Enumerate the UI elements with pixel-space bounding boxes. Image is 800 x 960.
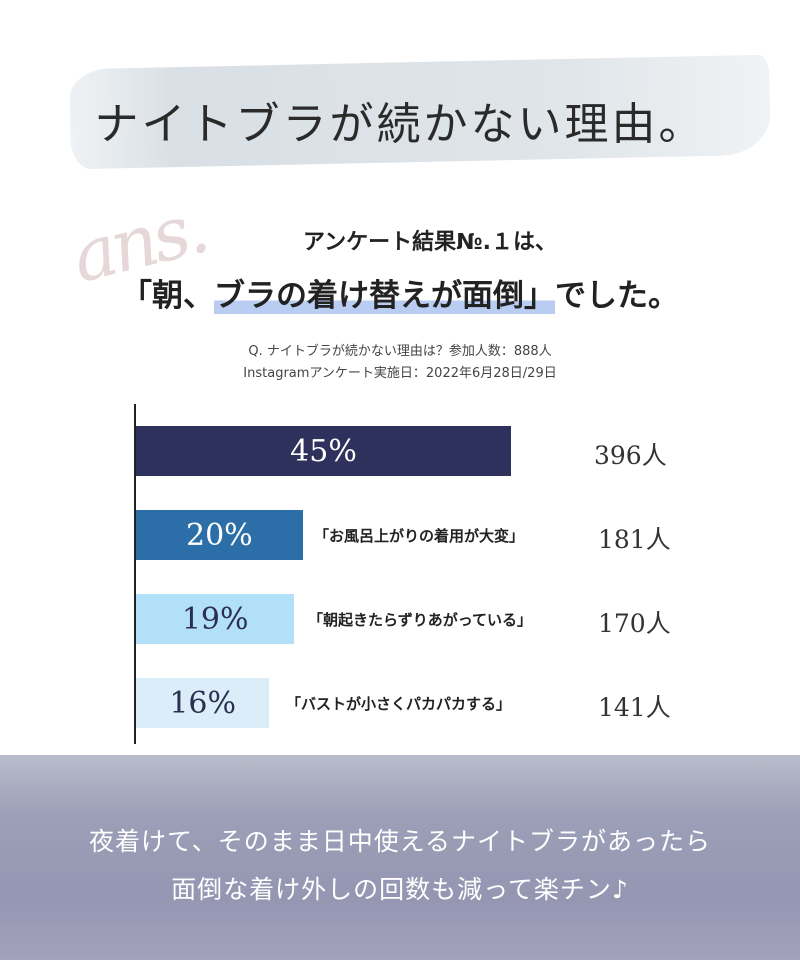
footer-line-2: 面倒な着け外しの回数も減って楽チン♪ bbox=[171, 875, 629, 904]
count-label: 396人 bbox=[594, 441, 667, 470]
survey-subtitle: アンケート結果№.１は、 bbox=[303, 230, 557, 255]
count-label: 181人 bbox=[598, 525, 671, 554]
bar-2: 20% bbox=[136, 510, 303, 560]
bar-4: 16% bbox=[136, 678, 270, 728]
survey-date: Instagramアンケート実施日：2022年6月28日/29日 bbox=[243, 366, 557, 381]
count-label: 170人 bbox=[598, 609, 671, 638]
headline-pre: 「朝、 bbox=[121, 278, 214, 314]
bar-value-label: 16% bbox=[169, 685, 236, 721]
category-label: 「バストが小さくパカパカする」 bbox=[286, 695, 512, 713]
headline-post: でした。 bbox=[555, 278, 679, 314]
headline-highlight: ブラの着け替えが面倒」 bbox=[214, 278, 555, 314]
category-label: 「朝起きたらずりあがっている」 bbox=[308, 611, 532, 629]
footer-band bbox=[0, 755, 800, 960]
chart-axis bbox=[134, 404, 136, 744]
bar-value-label: 19% bbox=[181, 601, 249, 637]
bar-value-label: 20% bbox=[185, 517, 253, 553]
category-label: 「お風呂上がりの着用が大変」 bbox=[314, 527, 525, 545]
headline: 「朝、ブラの着け替えが面倒」でした。 bbox=[0, 270, 800, 315]
survey-question: Q. ナイトブラが続かない理由は？参加人数：888人 bbox=[248, 344, 552, 359]
bar-3: 19% bbox=[136, 594, 295, 644]
bar-value-label: 45% bbox=[290, 433, 357, 469]
count-label: 141人 bbox=[598, 693, 671, 722]
footer-line-1: 夜着けて、そのまま日中使えるナイトブラがあったら bbox=[88, 827, 711, 856]
page-title: ナイトブラが続かない理由。 bbox=[94, 99, 706, 150]
bar-1: 45% bbox=[136, 426, 511, 476]
